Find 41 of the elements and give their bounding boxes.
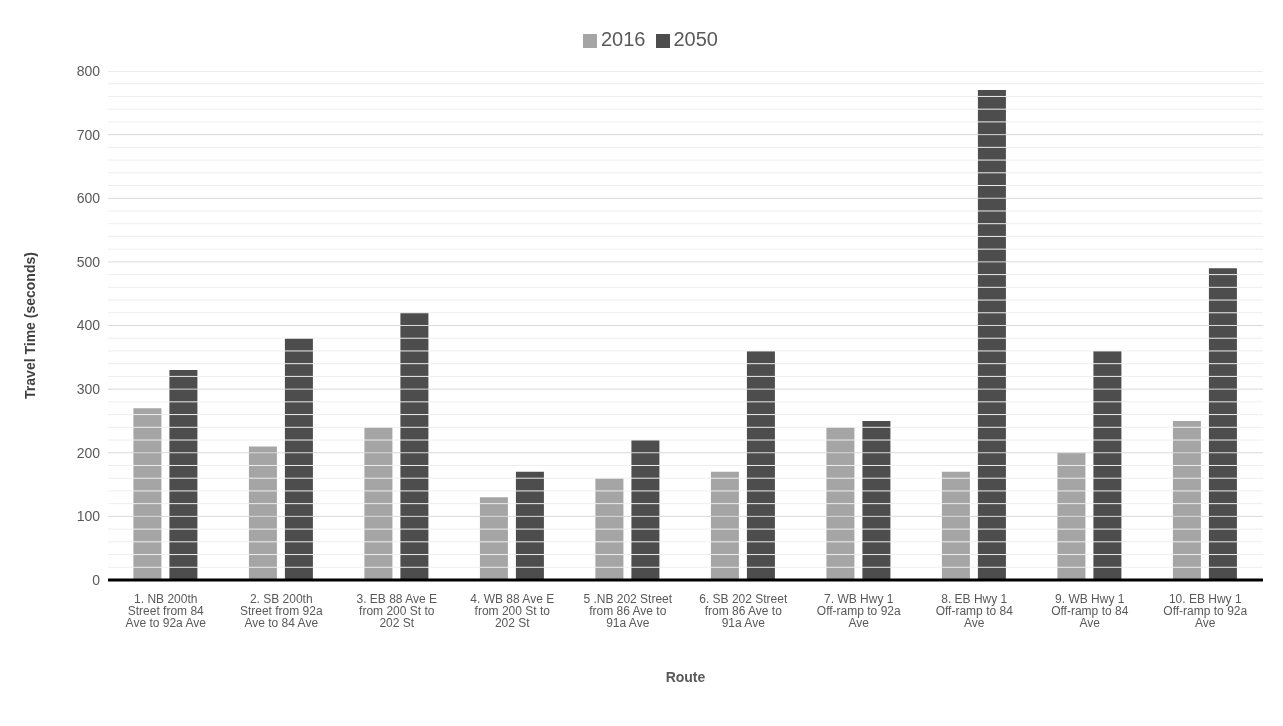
- bar: [1172, 420, 1201, 580]
- x-tick-label: 3. EB 88 Ave E from 200 St to 202 St: [356, 591, 438, 630]
- x-tick-label: 2. SB 200th Street from 92a Ave to 84 Ave: [239, 591, 323, 630]
- y-tick-label: 800: [76, 62, 101, 79]
- y-tick-label: 100: [76, 508, 101, 525]
- bar: [941, 471, 970, 580]
- legend-label: 2050: [673, 28, 718, 50]
- y-axis-title: Travel Time (seconds): [21, 252, 38, 399]
- x-tick-label: 9. WB Hwy 1 Off-ramp to 84 Ave: [1051, 591, 1129, 630]
- y-tick-label: 400: [76, 317, 101, 334]
- bar: [1208, 268, 1237, 580]
- bar: [133, 408, 162, 580]
- bar: [515, 471, 544, 580]
- y-tick-label: 0: [92, 571, 101, 588]
- bar: [746, 350, 775, 580]
- bar: [977, 90, 1006, 580]
- bar: [364, 427, 393, 580]
- bar: [862, 420, 891, 580]
- y-tick-label: 300: [76, 381, 101, 398]
- y-tick-label: 600: [76, 190, 101, 207]
- x-axis-title: Route: [665, 669, 706, 685]
- bar: [400, 312, 429, 580]
- bar: [710, 471, 739, 580]
- x-tick-label: 10. EB Hwy 1 Off-ramp to 92a Ave: [1163, 591, 1248, 630]
- x-tick-label: 5 .NB 202 Street from 86 Ave to 91a Ave: [583, 591, 673, 630]
- y-tick-label: 700: [76, 126, 101, 143]
- x-tick-label: 8. EB Hwy 1 Off-ramp to 84 Ave: [935, 591, 1014, 630]
- x-tick-label: 7. WB Hwy 1 Off-ramp to 92a Ave: [816, 591, 901, 630]
- bar: [1057, 452, 1086, 580]
- bar: [169, 370, 198, 580]
- y-tick-label: 500: [76, 253, 101, 270]
- bar: [1093, 350, 1122, 580]
- y-tick-label: 200: [76, 444, 101, 461]
- x-tick-label: 1. NB 200th Street from 84 Ave to 92a Ave: [125, 591, 207, 630]
- bar: [479, 497, 508, 580]
- legend-label: 2016: [601, 28, 646, 50]
- bar: [826, 427, 855, 580]
- x-tick-label: 6. SB 202 Street from 86 Ave to 91a Ave: [699, 591, 788, 630]
- bar: [248, 446, 277, 580]
- bar: [631, 440, 660, 580]
- x-tick-label: 4. WB 88 Ave E from 200 St to 202 St: [470, 591, 555, 630]
